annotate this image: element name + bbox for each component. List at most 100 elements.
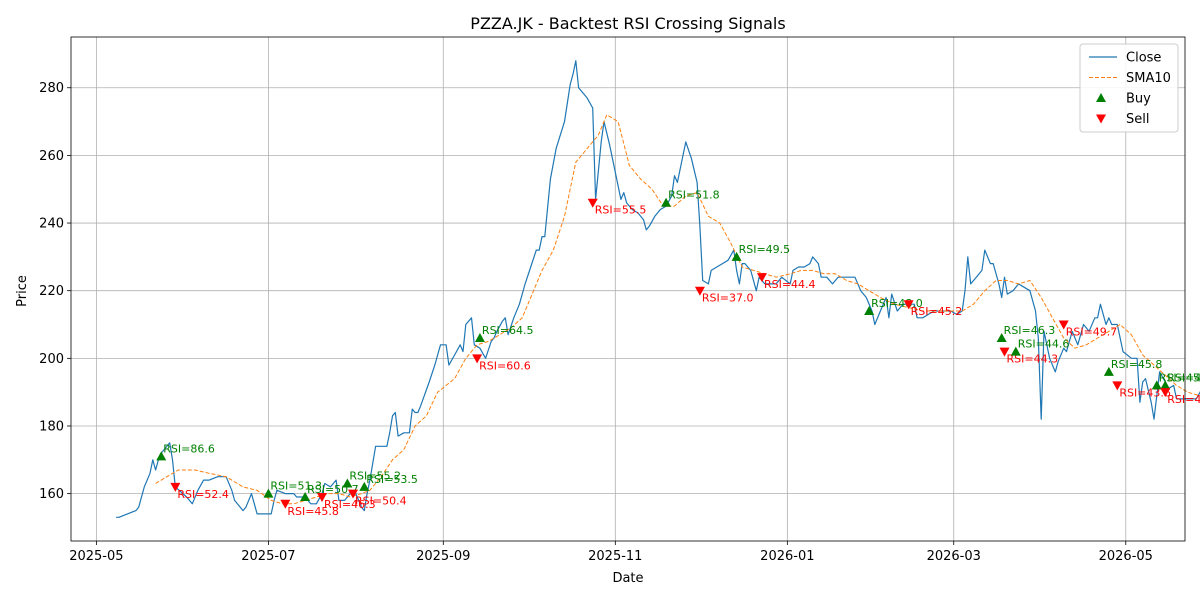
y-tick-label: 220: [39, 284, 64, 299]
legend-label: SMA10: [1126, 71, 1171, 86]
sell-annotation: RSI=43.1: [1167, 393, 1200, 406]
buy-annotation: RSI=49.5: [739, 243, 791, 256]
buy-marker: [1103, 366, 1114, 376]
sell-marker: [317, 493, 328, 503]
buy-marker: [1151, 380, 1162, 390]
y-tick-label: 260: [39, 149, 64, 164]
legend-swatch-sell: [1096, 114, 1106, 124]
series-close-line: [116, 60, 1200, 518]
sell-signal: RSI=46.3: [317, 493, 376, 511]
buy-marker: [1010, 346, 1021, 356]
sell-annotation: RSI=44.3: [1007, 353, 1059, 366]
buy-marker: [156, 451, 167, 461]
y-tick-label: 200: [39, 352, 64, 367]
buy-annotation: RSI=86.6: [163, 442, 215, 455]
buy-signal: RSI=64.5: [474, 324, 534, 343]
sell-marker: [694, 286, 705, 296]
sell-annotation: RSI=43.6: [1119, 386, 1171, 399]
sell-marker: [170, 482, 181, 492]
buy-annotation: RSI=45.8: [1111, 358, 1163, 371]
sell-signal: RSI=52.4: [170, 482, 229, 501]
legend-item: SMA10: [1089, 71, 1171, 86]
sell-signal: RSI=44.4: [756, 273, 816, 291]
legend: Close SMA10 Buy Sell: [1079, 43, 1179, 133]
buy-signal: RSI=86.6: [156, 442, 215, 461]
buy-annotation: RSI=45.4: [1159, 371, 1200, 384]
buy-marker: [474, 333, 485, 343]
y-tick-label: 180: [39, 419, 64, 434]
sell-marker: [1160, 388, 1171, 398]
x-tick-label: 2026-05: [1099, 549, 1153, 564]
buy-marker: [300, 492, 311, 502]
buy-marker: [342, 478, 353, 488]
buy-signal: RSI=51.3: [263, 480, 322, 498]
plot-frame: [70, 36, 1186, 542]
buy-marker: [263, 488, 274, 498]
sell-marker: [280, 499, 291, 509]
sell-marker: [587, 198, 598, 208]
sell-signal: RSI=50.4: [348, 489, 407, 508]
buy-signal: RSI=55.2: [342, 469, 401, 488]
legend-label: Sell: [1126, 112, 1149, 127]
legend-item: Sell: [1096, 112, 1149, 127]
sell-marker: [1058, 320, 1069, 330]
chart-title: PZZA.JK - Backtest RSI Crossing Signals: [470, 14, 785, 33]
sell-signal: RSI=55.5: [587, 198, 647, 217]
buy-marker: [731, 251, 742, 261]
sell-annotation: RSI=60.6: [479, 359, 531, 372]
buy-signal: RSI=44.6: [1010, 338, 1070, 356]
legend-box: [1079, 43, 1179, 133]
buy-annotation: RSI=64.5: [482, 324, 534, 337]
x-axis-label: Date: [612, 571, 643, 586]
buy-marker: [359, 481, 370, 491]
sell-annotation: RSI=37.0: [702, 292, 754, 305]
sell-signal: RSI=43.1: [1160, 388, 1200, 406]
sell-annotation: RSI=55.5: [595, 204, 647, 217]
sell-marker: [903, 300, 914, 310]
grid: [71, 37, 1185, 541]
sell-annotation: RSI=46.3: [324, 498, 376, 511]
buy-annotation: RSI=51.3: [270, 480, 322, 493]
sell-signal: RSI=45.2: [903, 300, 963, 318]
sell-annotation: RSI=50.4: [355, 495, 407, 508]
buy-marker: [1160, 380, 1171, 390]
x-tick-label: 2025-07: [241, 549, 295, 564]
y-tick-label: 280: [39, 81, 64, 96]
sell-marker: [999, 347, 1010, 357]
buy-signal: RSI=46.3: [996, 324, 1056, 343]
buy-signal: RSI=49.5: [731, 243, 791, 261]
sell-marker: [472, 354, 483, 364]
sell-annotation: RSI=45.8: [287, 505, 339, 518]
sell-signal: RSI=43.6: [1112, 381, 1171, 399]
buy-signal: RSI=45.8: [1103, 358, 1163, 376]
series-lines: [116, 60, 1200, 518]
buy-signal: RSI=51.8: [661, 189, 720, 207]
legend-label: Close: [1126, 51, 1161, 66]
sell-annotation: RSI=45.2: [911, 305, 963, 318]
x-tick-label: 2026-01: [760, 549, 814, 564]
sell-signal: RSI=60.6: [472, 354, 531, 372]
sell-marker: [756, 273, 767, 283]
buy-annotation: RSI=55.2: [349, 469, 401, 482]
legend-item: Buy: [1096, 92, 1151, 107]
series-sma10-line: [155, 114, 1200, 505]
x-tick-label: 2025-05: [69, 549, 123, 564]
buy-annotation: RSI=51.8: [668, 189, 720, 202]
buy-annotation: RSI=44.6: [1018, 338, 1070, 351]
x-tick-label: 2025-11: [588, 549, 642, 564]
sell-signal: RSI=44.3: [999, 347, 1059, 366]
buy-annotation: RSI=53.5: [366, 473, 418, 486]
x-tick-label: 2025-09: [416, 549, 470, 564]
sell-signal: RSI=45.8: [280, 499, 339, 518]
signal-markers: RSI=86.6RSI=52.4RSI=51.3RSI=45.8RSI=50.7…: [156, 189, 1200, 518]
sell-marker: [1112, 381, 1123, 391]
legend-item: Close: [1089, 51, 1161, 66]
sell-annotation: RSI=49.7: [1066, 326, 1118, 339]
legend-swatch-buy: [1096, 93, 1106, 102]
sell-signal: RSI=49.7: [1058, 320, 1118, 339]
legend-label: Buy: [1126, 92, 1151, 107]
y-tick-label: 160: [39, 487, 64, 502]
buy-annotation: RSI=46.3: [1004, 324, 1056, 337]
